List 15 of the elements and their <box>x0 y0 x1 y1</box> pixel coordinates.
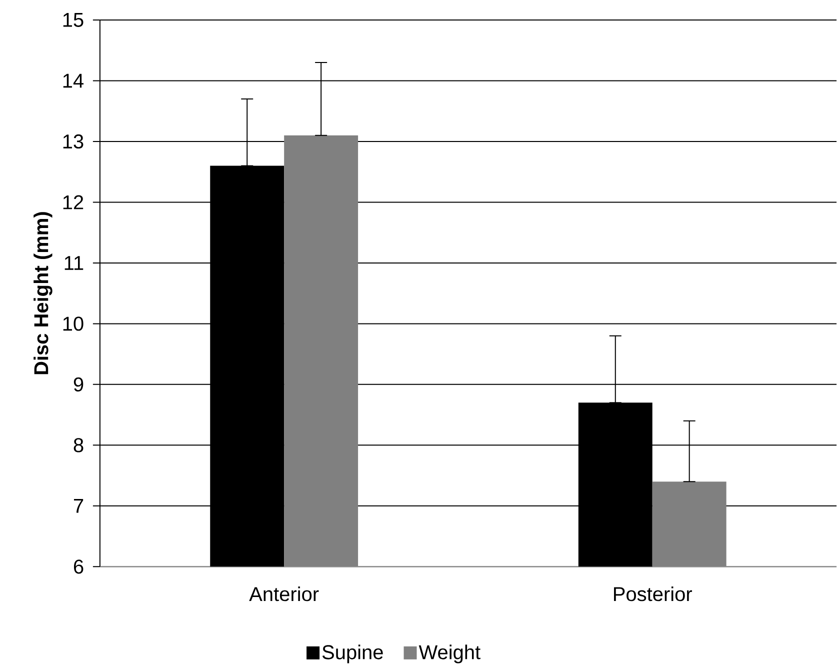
y-tick-label: 8 <box>74 438 84 452</box>
legend-label: Weight <box>418 644 480 664</box>
y-tick-label: 7 <box>74 499 84 513</box>
y-tick-label: 10 <box>63 316 84 331</box>
y-tick-label: 13 <box>63 134 84 149</box>
x-tick-label: Posterior <box>614 586 692 602</box>
y-tick-label: 14 <box>63 74 84 88</box>
y-axis-title: Disc Height (mm) <box>34 212 52 374</box>
y-tick-label: 9 <box>74 378 84 392</box>
x-tick-label: Anterior <box>249 586 319 602</box>
y-tick-label: 11 <box>64 256 84 270</box>
legend-label: Supine <box>322 644 383 664</box>
y-tick-label: 6 <box>74 560 84 574</box>
y-tick-label: 12 <box>63 195 84 210</box>
y-tick-label: 15 <box>63 13 84 28</box>
